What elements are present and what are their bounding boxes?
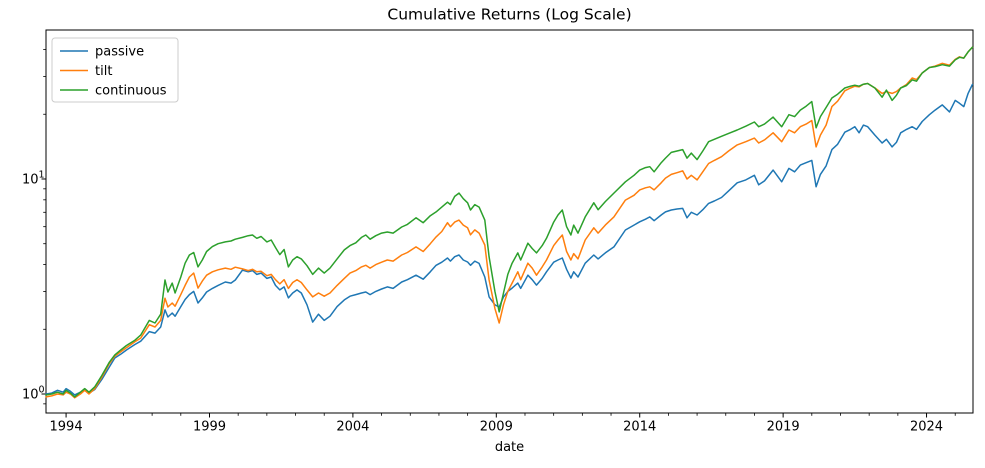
series-line-tilt — [45, 46, 974, 399]
series-lines — [45, 46, 974, 399]
x-tick-label-1999: 1999 — [193, 420, 226, 435]
series-line-continuous — [45, 46, 974, 398]
chart-title: Cumulative Returns (Log Scale) — [387, 6, 631, 24]
x-axis-label: date — [495, 440, 524, 455]
series-line-passive — [45, 83, 974, 396]
legend-label-tilt: tilt — [95, 64, 112, 79]
x-tick-label-1994: 1994 — [50, 420, 83, 435]
y-axis-major-ticks: 100 101 — [22, 169, 46, 403]
x-tick-label-2004: 2004 — [336, 420, 369, 435]
x-tick-label-2014: 2014 — [623, 420, 656, 435]
legend-label-continuous: continuous — [95, 84, 167, 99]
plot-area — [45, 29, 974, 414]
x-axis-minor-ticks — [94, 413, 956, 416]
legend-box — [51, 37, 179, 103]
y-tick-label-1: 100 — [22, 385, 45, 403]
x-axis-major-ticks: 1994 1999 2004 2009 2014 2019 2024 — [50, 413, 943, 435]
y-axis-minor-ticks — [43, 49, 46, 405]
x-tick-label-2024: 2024 — [910, 420, 943, 435]
x-tick-label-2009: 2009 — [480, 420, 513, 435]
legend: passive tilt continuous — [51, 37, 179, 103]
y-tick-label-10: 101 — [22, 169, 45, 187]
x-tick-label-2019: 2019 — [767, 420, 800, 435]
legend-label-passive: passive — [95, 45, 144, 60]
